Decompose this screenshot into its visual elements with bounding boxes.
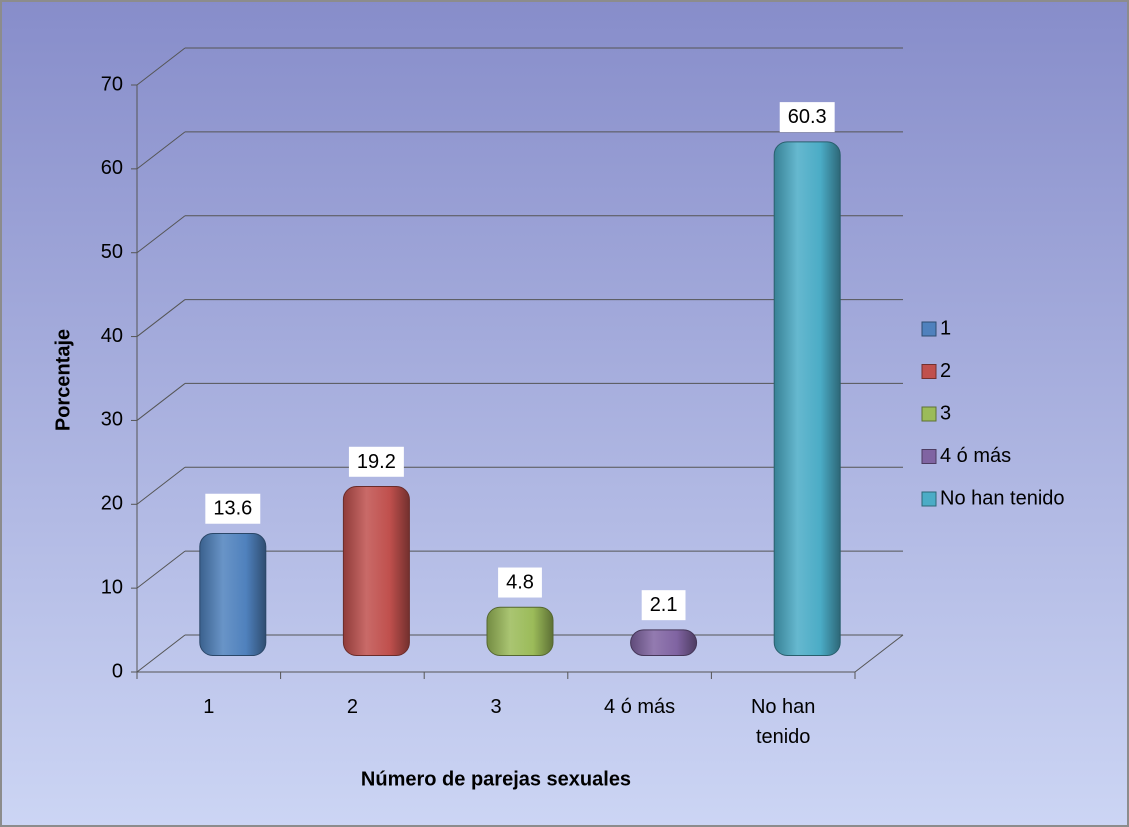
grid-line [136, 634, 186, 673]
legend-label: 3 [940, 402, 951, 424]
bar [199, 532, 267, 656]
legend-swatch [921, 449, 937, 464]
data-label-box [348, 446, 404, 477]
data-label-box [779, 102, 835, 133]
floor-edge [854, 634, 904, 673]
y-tick-label: 30 [101, 409, 123, 431]
legend-label: 2 [940, 360, 951, 382]
data-label: 4.8 [506, 572, 534, 594]
y-tick-label: 10 [101, 576, 123, 598]
data-label-box [641, 590, 686, 621]
grid-line [136, 131, 186, 170]
data-label: 60.3 [788, 106, 827, 128]
bar [486, 606, 554, 657]
y-tick-label: 60 [101, 157, 123, 179]
grid-line [136, 47, 186, 86]
legend-swatch [921, 406, 937, 422]
bar [630, 629, 698, 657]
y-tick-label: 70 [101, 73, 123, 95]
x-axis-title: Número de parejas sexuales [361, 768, 631, 790]
y-axis-title: Porcentaje [52, 329, 74, 431]
grid-line [136, 215, 186, 254]
y-tick-label: 0 [112, 660, 123, 682]
x-tick-label: No han tenido [750, 696, 816, 748]
y-tick-label: 40 [101, 325, 123, 347]
grid-line [136, 466, 186, 505]
data-label: 19.2 [357, 451, 396, 473]
legend-swatch [921, 321, 937, 337]
legend-swatch [921, 491, 937, 507]
legend-label: 1 [940, 317, 951, 339]
legend-label: 4 ó más [940, 445, 1011, 467]
grid-line [136, 299, 186, 337]
x-tick-label: 3 [490, 696, 502, 718]
x-tick-label: 1 [203, 696, 215, 718]
data-label-box [205, 493, 261, 524]
x-tick-label: 2 [346, 696, 358, 718]
x-tick-label: 4 ó más [604, 696, 676, 718]
bar [342, 485, 410, 656]
y-tick-label: 50 [101, 241, 123, 263]
data-label: 2.1 [650, 594, 678, 616]
grid-line [136, 383, 186, 421]
legend-label: No han tenido [940, 487, 1065, 509]
legend-swatch [921, 364, 937, 379]
grid-line [136, 550, 186, 589]
bar [773, 141, 841, 656]
y-tick-label: 20 [101, 493, 123, 515]
data-label: 13.6 [213, 498, 252, 520]
data-label-box [498, 567, 542, 598]
